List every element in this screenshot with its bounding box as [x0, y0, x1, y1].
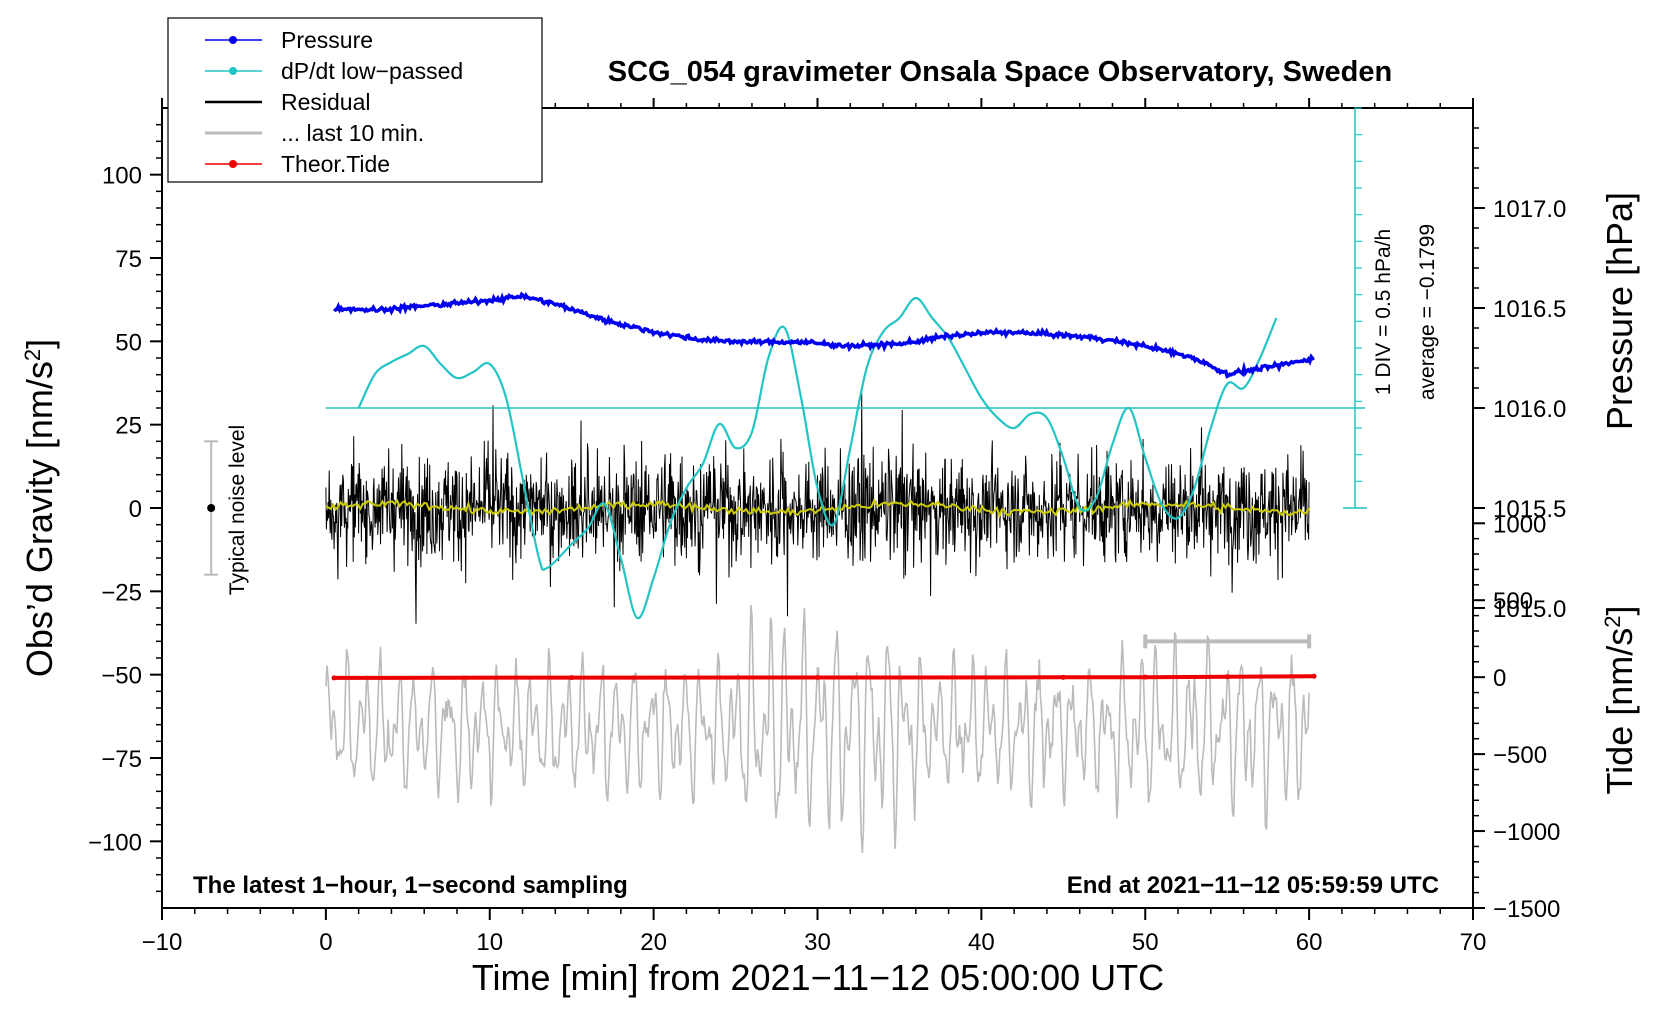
y-axis-label-pressure: Pressure [hPa]: [1599, 192, 1640, 430]
plot-layer: [204, 107, 1367, 853]
noise-bar-center: [207, 504, 216, 512]
x-tick-label: 10: [476, 929, 503, 956]
chart-title: SCG_054 gravimeter Onsala Space Observat…: [608, 56, 1392, 88]
theor-tide-point: [1142, 674, 1148, 680]
y-axis-label-left: Obs’d Gravity [nm/s2]: [19, 339, 60, 677]
y-axis-label-tide: Tide [nm/s2]: [1599, 606, 1640, 795]
legend-label: dP/dt low−passed: [281, 58, 463, 84]
pressure-tick-label: 1015.5: [1493, 496, 1566, 523]
x-tick-label: 70: [1460, 929, 1487, 956]
pressure-tick-label: 1016.5: [1493, 296, 1566, 323]
theor-tide-point: [569, 675, 575, 681]
dpdt-scale-label: 1 DIV = 0.5 hPa/h: [1372, 229, 1395, 395]
x-axis-label: Time [min] from 2021−11−12 05:00:00 UTC: [472, 957, 1164, 998]
x-tick-label: 60: [1296, 929, 1323, 956]
legend-box: [167, 17, 543, 183]
x-tick-label: 0: [319, 929, 332, 956]
x-tick-label: 50: [1132, 929, 1159, 956]
y-left-tick-label: 0: [129, 496, 142, 523]
legend-label: Residual: [281, 89, 371, 115]
last-10-min-line: [325, 604, 1310, 853]
x-tick-label: −10: [142, 929, 183, 956]
tide-tick-label: −500: [1493, 742, 1547, 769]
legend-marker: [229, 160, 237, 168]
theor-tide-point: [1224, 674, 1230, 680]
y-left-tick-label: 75: [115, 246, 142, 273]
legend-label: Pressure: [281, 27, 373, 53]
annotation-end-time: End at 2021−11−12 05:59:59 UTC: [1067, 872, 1439, 899]
noise-level-label: Typical noise level: [226, 425, 249, 595]
legend-label: ... last 10 min.: [281, 120, 424, 146]
y-left-tick-label: 50: [115, 329, 142, 356]
y-left-tick-label: 100: [102, 163, 142, 190]
pressure-tick-label: 1017.0: [1493, 196, 1566, 223]
residual-mean-line: [325, 497, 1310, 520]
annotation-sampling: The latest 1−hour, 1−second sampling: [193, 872, 628, 899]
x-tick-label: 40: [968, 929, 995, 956]
theor-tide-point: [331, 675, 337, 681]
tide-tick-label: 0: [1493, 665, 1506, 692]
y-left-tick-label: 25: [115, 413, 142, 440]
tide-tick-label: −1500: [1493, 896, 1560, 923]
pressure-line: [333, 291, 1315, 379]
tide-tick-label: 1000: [1493, 511, 1546, 538]
pressure-tick-label: 1016.0: [1493, 396, 1566, 423]
tide-tick-label: 500: [1493, 588, 1533, 615]
legend-marker: [229, 67, 237, 75]
axes-layer: −10 0 10 20 30 40 50 60 70−100−75−50−25025507510…: [88, 98, 1566, 956]
legend-marker: [229, 36, 237, 44]
x-tick-label: 20: [640, 929, 667, 956]
legend: Pressure dP/dt low−passed Residual ... last…: [167, 17, 543, 183]
x-tick-label: 30: [804, 929, 831, 956]
pressure-tick-label: 1015.0: [1493, 596, 1566, 623]
y-left-tick-label: −100: [88, 829, 142, 856]
theor-tide-line: [334, 674, 1315, 680]
y-left-tick-label: −75: [101, 746, 142, 773]
legend-label: Theor.Tide: [281, 151, 390, 177]
theor-tide-point: [1060, 674, 1066, 680]
tide-tick-label: −1000: [1493, 819, 1560, 846]
theor-tide-point: [815, 674, 820, 680]
theor-tide-point: [1311, 673, 1317, 679]
y-left-tick-label: −25: [101, 579, 142, 606]
dpdt-line: [357, 296, 1278, 620]
residual-line: [325, 390, 1310, 624]
y-left-tick-label: −50: [101, 663, 142, 690]
dpdt-average-label: average = −0.1799: [1416, 224, 1439, 400]
